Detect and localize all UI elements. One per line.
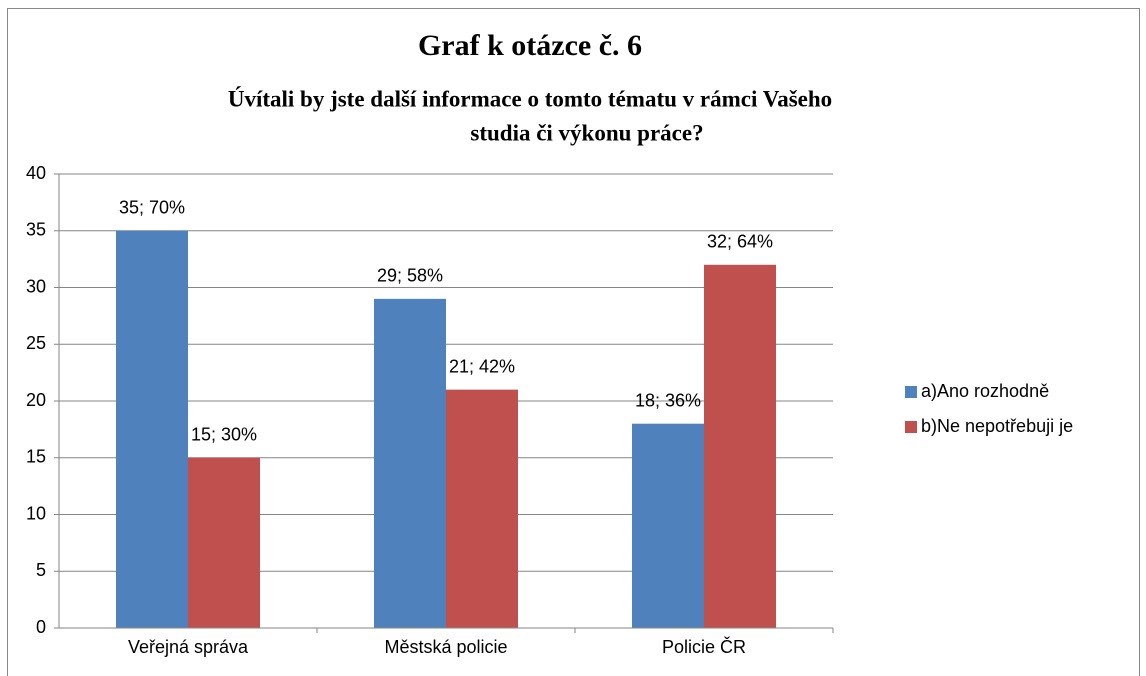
- y-tick-label: 10: [26, 503, 46, 523]
- legend-swatch: [905, 386, 917, 398]
- chart-frame: [7, 8, 1140, 676]
- chart-subtitle: Úvítali by jste další informace o tomto …: [228, 86, 832, 111]
- x-tick-label: Policie ČR: [662, 636, 746, 657]
- legend-label: b)Ne nepotřebuji je: [921, 416, 1073, 436]
- data-label: 35; 70%: [119, 198, 185, 218]
- y-tick-label: 25: [26, 333, 46, 353]
- bar: [188, 457, 260, 628]
- y-tick-label: 35: [26, 220, 46, 240]
- legend-swatch: [905, 421, 917, 433]
- bar: [632, 423, 704, 628]
- bar: [704, 264, 776, 628]
- data-label: 18; 36%: [635, 390, 701, 410]
- data-label: 29; 58%: [377, 266, 443, 286]
- y-tick-label: 40: [26, 163, 46, 183]
- y-tick-label: 30: [26, 276, 46, 296]
- y-tick-label: 20: [26, 390, 46, 410]
- bar: [374, 298, 446, 628]
- chart-subtitle: studia či výkonu práce?: [470, 120, 703, 145]
- data-label: 15; 30%: [191, 425, 257, 445]
- x-tick-label: Veřejná správa: [128, 637, 249, 657]
- y-tick-label: 0: [36, 617, 46, 637]
- y-tick-label: 5: [36, 560, 46, 580]
- chart-title: Graf k otázce č. 6: [418, 29, 642, 62]
- data-label: 21; 42%: [449, 356, 515, 376]
- bar: [446, 389, 518, 628]
- bar: [116, 230, 188, 628]
- legend-label: a)Ano rozhodně: [921, 381, 1049, 401]
- data-label: 32; 64%: [707, 232, 773, 252]
- x-tick-label: Městská policie: [384, 637, 507, 657]
- y-tick-label: 15: [26, 447, 46, 467]
